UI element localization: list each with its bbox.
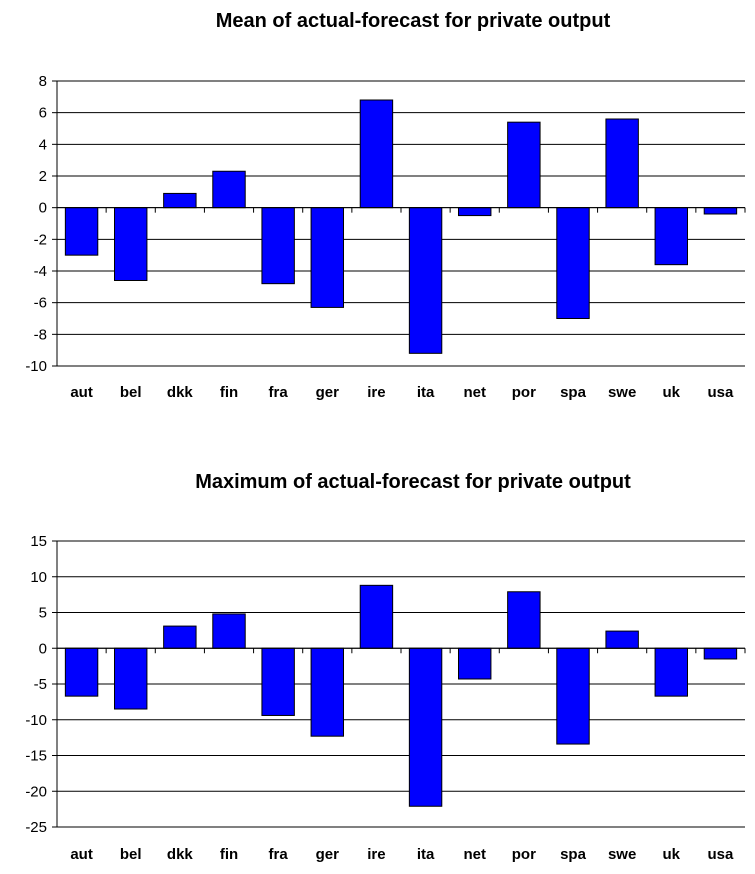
- y-tick-label: -20: [25, 783, 47, 800]
- x-tick-label: por: [512, 846, 536, 863]
- y-tick-label: -10: [25, 358, 47, 375]
- x-tick-label: dkk: [167, 846, 194, 863]
- y-tick-label: 8: [39, 73, 47, 90]
- x-tick-label: dkk: [167, 384, 194, 401]
- x-tick-label: uk: [663, 384, 681, 401]
- bar-ire: [359, 99, 394, 209]
- y-tick-label: -8: [34, 326, 47, 343]
- bar-fra: [261, 647, 295, 716]
- x-tick-label: swe: [608, 846, 636, 863]
- x-tick-label: spa: [560, 384, 587, 401]
- y-tick-label: -15: [25, 748, 47, 765]
- bar-net: [457, 207, 492, 217]
- x-tick-label: usa: [707, 384, 734, 401]
- x-tick-label: usa: [707, 846, 734, 863]
- x-tick-label: fin: [220, 846, 238, 863]
- bar-fra: [261, 207, 295, 285]
- x-tick-label: bel: [120, 384, 142, 401]
- bar-uk: [654, 207, 689, 266]
- bar-ger: [310, 207, 345, 308]
- bar-ita: [408, 647, 443, 807]
- bar-aut: [64, 207, 99, 256]
- bar-dkk: [163, 625, 197, 649]
- y-tick-label: -5: [34, 676, 47, 693]
- y-tick-label: 15: [30, 533, 47, 550]
- bar-spa: [556, 647, 590, 745]
- y-tick-label: -6: [34, 295, 47, 312]
- bar-uk: [654, 647, 689, 697]
- bar-dkk: [163, 192, 197, 209]
- x-tick-label: ger: [316, 846, 340, 863]
- bar-ita: [408, 207, 443, 354]
- x-tick-label: ire: [367, 384, 385, 401]
- y-tick-label: 2: [39, 168, 47, 185]
- bar-usa: [703, 207, 738, 215]
- bar-por: [507, 121, 541, 209]
- bar-ire: [359, 584, 394, 649]
- x-tick-label: uk: [663, 846, 681, 863]
- x-tick-label: fin: [220, 384, 238, 401]
- bar-net: [457, 647, 492, 680]
- bar-swe: [605, 630, 639, 649]
- y-tick-label: 4: [39, 136, 47, 153]
- x-tick-label: fra: [269, 384, 289, 401]
- x-tick-label: ger: [316, 384, 340, 401]
- bar-ger: [310, 647, 345, 737]
- x-tick-label: aut: [70, 384, 93, 401]
- bar-fin: [212, 170, 246, 209]
- bar-aut: [64, 647, 99, 697]
- y-tick-label: 10: [30, 569, 47, 586]
- bar-fin: [212, 613, 246, 649]
- y-tick-label: -10: [25, 712, 47, 729]
- chart-title: Maximum of actual-forecast for private o…: [195, 471, 631, 493]
- y-tick-label: -2: [34, 231, 47, 248]
- bar-por: [507, 591, 541, 649]
- bar-bel: [113, 647, 148, 710]
- y-tick-label: -25: [25, 819, 47, 836]
- y-tick-label: 0: [39, 200, 47, 217]
- x-tick-label: net: [463, 384, 486, 401]
- x-tick-label: net: [463, 846, 486, 863]
- y-tick-label: 6: [39, 105, 47, 122]
- bar-swe: [605, 118, 639, 209]
- x-tick-label: bel: [120, 846, 142, 863]
- y-tick-label: 5: [39, 605, 47, 622]
- mean-bar-chart: Mean of actual-forecast for private outp…: [25, 10, 746, 401]
- x-tick-label: fra: [269, 846, 289, 863]
- x-tick-label: ire: [367, 846, 385, 863]
- bar-spa: [556, 207, 590, 320]
- x-tick-label: ita: [417, 384, 435, 401]
- bar-usa: [703, 647, 738, 660]
- x-tick-label: swe: [608, 384, 636, 401]
- x-tick-label: aut: [70, 846, 93, 863]
- x-tick-label: spa: [560, 846, 587, 863]
- maximum-bar-chart: Maximum of actual-forecast for private o…: [25, 471, 746, 863]
- y-tick-label: -4: [34, 263, 47, 280]
- x-tick-label: por: [512, 384, 536, 401]
- x-tick-label: ita: [417, 846, 435, 863]
- bar-bel: [113, 207, 148, 282]
- y-tick-label: 0: [39, 640, 47, 657]
- chart-title: Mean of actual-forecast for private outp…: [216, 10, 611, 32]
